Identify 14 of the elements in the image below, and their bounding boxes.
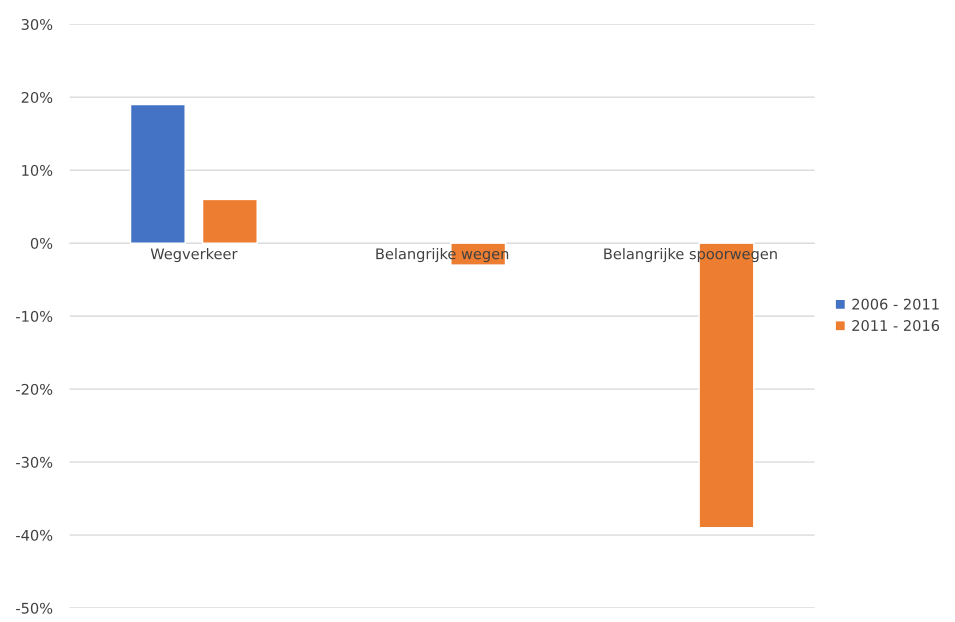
bar: [202, 198, 258, 244]
y-tick-label: 30%: [22, 18, 52, 30]
y-tick-label: 20%: [22, 92, 52, 103]
y-tick-label: 0%: [30, 238, 52, 249]
bar: [130, 104, 186, 244]
legend-label: 2011 - 2016: [852, 320, 940, 332]
legend-label: 2006 - 2011: [852, 298, 939, 310]
y-tick-label: -20%: [16, 384, 52, 395]
y-tick-label: -40%: [16, 530, 52, 541]
y-tick-label: 10%: [22, 164, 52, 176]
x-tick-label: Wegverkeer: [150, 248, 238, 262]
y-tick-label: -30%: [16, 456, 52, 468]
y-tick-label: -10%: [16, 310, 52, 322]
y-tick-label: -50%: [16, 602, 52, 614]
